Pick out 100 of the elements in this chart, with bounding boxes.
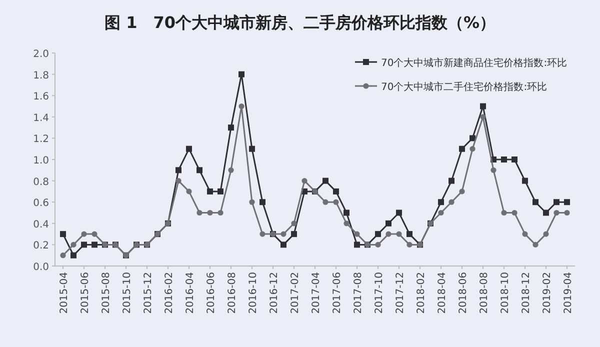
chart-title: 图 1 70个大中城市新房、二手房价格环比指数（%）	[104, 13, 496, 32]
point	[386, 220, 392, 226]
point	[249, 199, 255, 205]
point	[375, 231, 381, 238]
point	[532, 199, 538, 206]
y-tick-label: 0.2	[33, 240, 49, 252]
point	[322, 199, 328, 205]
x-tick-label: 2018-04	[437, 272, 448, 314]
point	[354, 242, 360, 248]
x-tick-label: 2017-08	[353, 272, 364, 314]
point	[196, 210, 202, 216]
point	[564, 210, 570, 216]
point	[228, 124, 234, 131]
point	[81, 242, 87, 248]
point	[396, 210, 402, 216]
point	[238, 103, 244, 110]
point	[512, 156, 518, 162]
x-tick-label: 2016-10	[248, 272, 259, 314]
point	[260, 199, 266, 206]
y-tick-label: 1.8	[33, 70, 49, 82]
point	[176, 167, 182, 174]
point	[280, 231, 286, 237]
point	[490, 167, 496, 173]
point	[438, 210, 444, 216]
y-tick-label: 0.4	[33, 219, 49, 230]
y-tick-label: 2.0	[33, 49, 49, 60]
y-tick-label: 1.4	[33, 112, 49, 124]
y-tick-label: 1.0	[33, 156, 49, 166]
point	[522, 178, 528, 184]
point	[291, 220, 297, 226]
point	[386, 231, 392, 237]
point	[322, 178, 328, 184]
point	[186, 188, 192, 194]
point	[532, 242, 538, 248]
x-tick-label: 2017-06	[332, 272, 343, 314]
point	[344, 210, 350, 216]
point	[554, 199, 560, 206]
point	[501, 156, 507, 162]
x-tick-label: 2016-02	[164, 272, 175, 314]
x-tick-label: 2017-02	[290, 272, 301, 314]
x-tick-label: 2015-08	[101, 272, 112, 314]
point	[543, 210, 549, 216]
point	[470, 146, 476, 152]
point	[176, 178, 182, 184]
legend-label: 70个大中城市新建商品住宅价格指数:环比	[381, 57, 568, 69]
point	[522, 231, 528, 237]
x-tick-label: 2015-06	[80, 272, 91, 314]
point	[354, 231, 360, 237]
point	[238, 71, 244, 78]
point	[260, 231, 266, 237]
point	[280, 242, 286, 248]
legend-label: 70个大中城市二手住宅价格指数:环比	[381, 81, 548, 93]
point	[344, 220, 350, 226]
point	[92, 242, 98, 248]
x-tick-label: 2015-10	[122, 272, 133, 314]
y-tick-label: 0.8	[33, 176, 49, 188]
point	[207, 188, 213, 194]
y-tick-label: 0.6	[33, 198, 49, 210]
point	[480, 103, 486, 110]
x-tick-label: 2017-12	[395, 272, 406, 314]
point	[543, 231, 549, 237]
point	[81, 231, 87, 237]
x-tick-label: 2017-04	[311, 272, 322, 314]
point	[470, 135, 476, 142]
point	[554, 210, 560, 216]
x-tick-label: 2016-08	[227, 272, 238, 314]
point	[375, 242, 381, 248]
point	[218, 188, 224, 194]
x-tick-label: 2018-02	[416, 272, 427, 314]
point	[218, 210, 224, 216]
point	[291, 231, 297, 238]
point	[480, 114, 486, 120]
point	[186, 146, 192, 152]
point	[448, 178, 454, 184]
x-tick-label: 2018-08	[479, 272, 490, 314]
x-tick-label: 2016-06	[206, 272, 217, 314]
point	[438, 199, 444, 206]
point	[228, 167, 234, 173]
point	[459, 146, 465, 152]
point	[60, 231, 66, 238]
y-tick-label: 0.0	[33, 262, 49, 273]
y-tick-label: 1.6	[33, 92, 49, 103]
point	[249, 146, 255, 152]
point	[333, 199, 339, 205]
x-tick-label: 2016-12	[269, 272, 280, 314]
point	[406, 231, 412, 238]
x-tick-label: 2016-04	[185, 272, 196, 314]
point	[92, 231, 98, 237]
x-tick-label: 2019-02	[542, 272, 553, 314]
point	[501, 210, 507, 216]
point	[448, 199, 454, 205]
point	[396, 231, 402, 237]
point	[207, 210, 213, 216]
x-tick-label: 2015-04	[59, 272, 70, 314]
point	[70, 242, 76, 248]
x-tick-label: 2015-12	[143, 272, 154, 314]
point	[406, 242, 412, 248]
x-tick-label: 2019-04	[563, 272, 574, 314]
y-tick-label: 1.2	[33, 134, 49, 146]
x-tick-label: 2018-12	[521, 272, 532, 314]
